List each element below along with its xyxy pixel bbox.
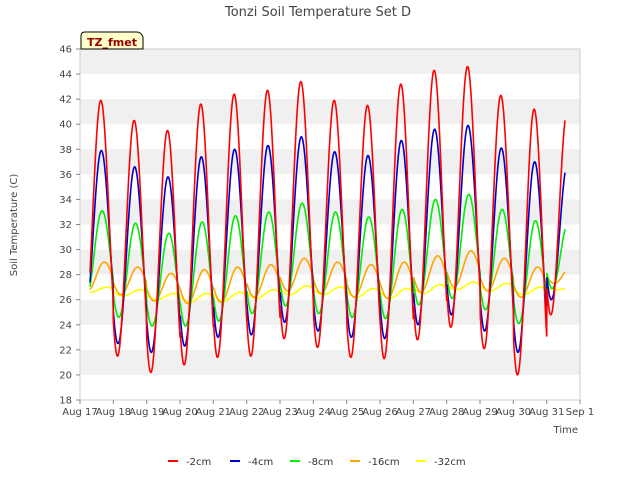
y-tick-label: 28	[59, 270, 72, 281]
annotation-box-shape	[80, 31, 144, 50]
y-tick-label: 20	[59, 370, 72, 381]
x-tick-label: Aug 26	[362, 407, 397, 418]
y-tick-label: 36	[59, 170, 72, 181]
y-tick-label: 42	[59, 95, 72, 106]
plot-lines	[89, 65, 566, 376]
y-tick-label: 44	[59, 70, 72, 81]
series-line-neg16cm	[89, 250, 566, 305]
x-tick-label: Aug 20	[162, 407, 197, 418]
y-tick-label: 18	[59, 396, 72, 407]
x-tick-label: Aug 18	[96, 407, 131, 418]
x-tick-label: Aug 22	[229, 407, 264, 418]
series-line-neg8cm	[89, 193, 566, 327]
annotation-tz-fmet: TZ_fmet	[80, 31, 144, 50]
y-tick-label: 24	[59, 320, 72, 331]
y-tick-label: 38	[59, 145, 72, 156]
annotation-label: TZ_fmet	[87, 36, 137, 49]
x-tick-label: Aug 23	[262, 407, 297, 418]
legend-label: -16cm	[368, 457, 400, 468]
y-tick-label: 22	[59, 345, 72, 356]
x-tick-label: Aug 19	[129, 407, 164, 418]
series-line-neg2cm	[89, 65, 566, 376]
y-axis: 18 20 22 24 26 28 30 32 34 36 38 40 42 44 46	[59, 45, 80, 407]
x-tick-label: Aug 25	[329, 407, 364, 418]
legend-label: -2cm	[186, 457, 211, 468]
y-tick-label: 32	[59, 220, 72, 231]
y-tick-label: 30	[59, 245, 72, 256]
y-axis-label: Soil Temperature (C)	[9, 174, 20, 277]
x-tick-label: Aug 17	[62, 407, 97, 418]
legend-label: -4cm	[248, 457, 273, 468]
grid-band	[80, 349, 580, 375]
grid-band	[80, 249, 580, 275]
x-tick-label: Aug 27	[396, 407, 431, 418]
y-tick-label: 34	[59, 195, 72, 206]
x-tick-label: Aug 24	[296, 407, 331, 418]
x-tick-label: Aug 21	[196, 407, 231, 418]
grid-band	[80, 299, 580, 325]
legend-label: -8cm	[308, 457, 333, 468]
x-axis-label: Time	[553, 425, 578, 436]
x-tick-label: Aug 31	[529, 407, 564, 418]
x-tick-label: Sep 1	[566, 407, 594, 418]
x-tick-label: Aug 30	[496, 407, 531, 418]
chart-title: Tonzi Soil Temperature Set D	[224, 5, 411, 20]
y-tick-label: 46	[59, 45, 72, 56]
grid-band	[80, 99, 580, 125]
grid-band	[80, 49, 580, 75]
legend-label: -32cm	[434, 457, 466, 468]
legend: -2cm -4cm -8cm -16cm -32cm	[168, 457, 466, 468]
series-line-neg4cm	[89, 124, 566, 354]
x-tick-label: Aug 28	[429, 407, 464, 418]
y-tick-label: 40	[59, 120, 72, 131]
y-tick-label: 26	[59, 295, 72, 306]
x-tick-label: Aug 29	[462, 407, 497, 418]
